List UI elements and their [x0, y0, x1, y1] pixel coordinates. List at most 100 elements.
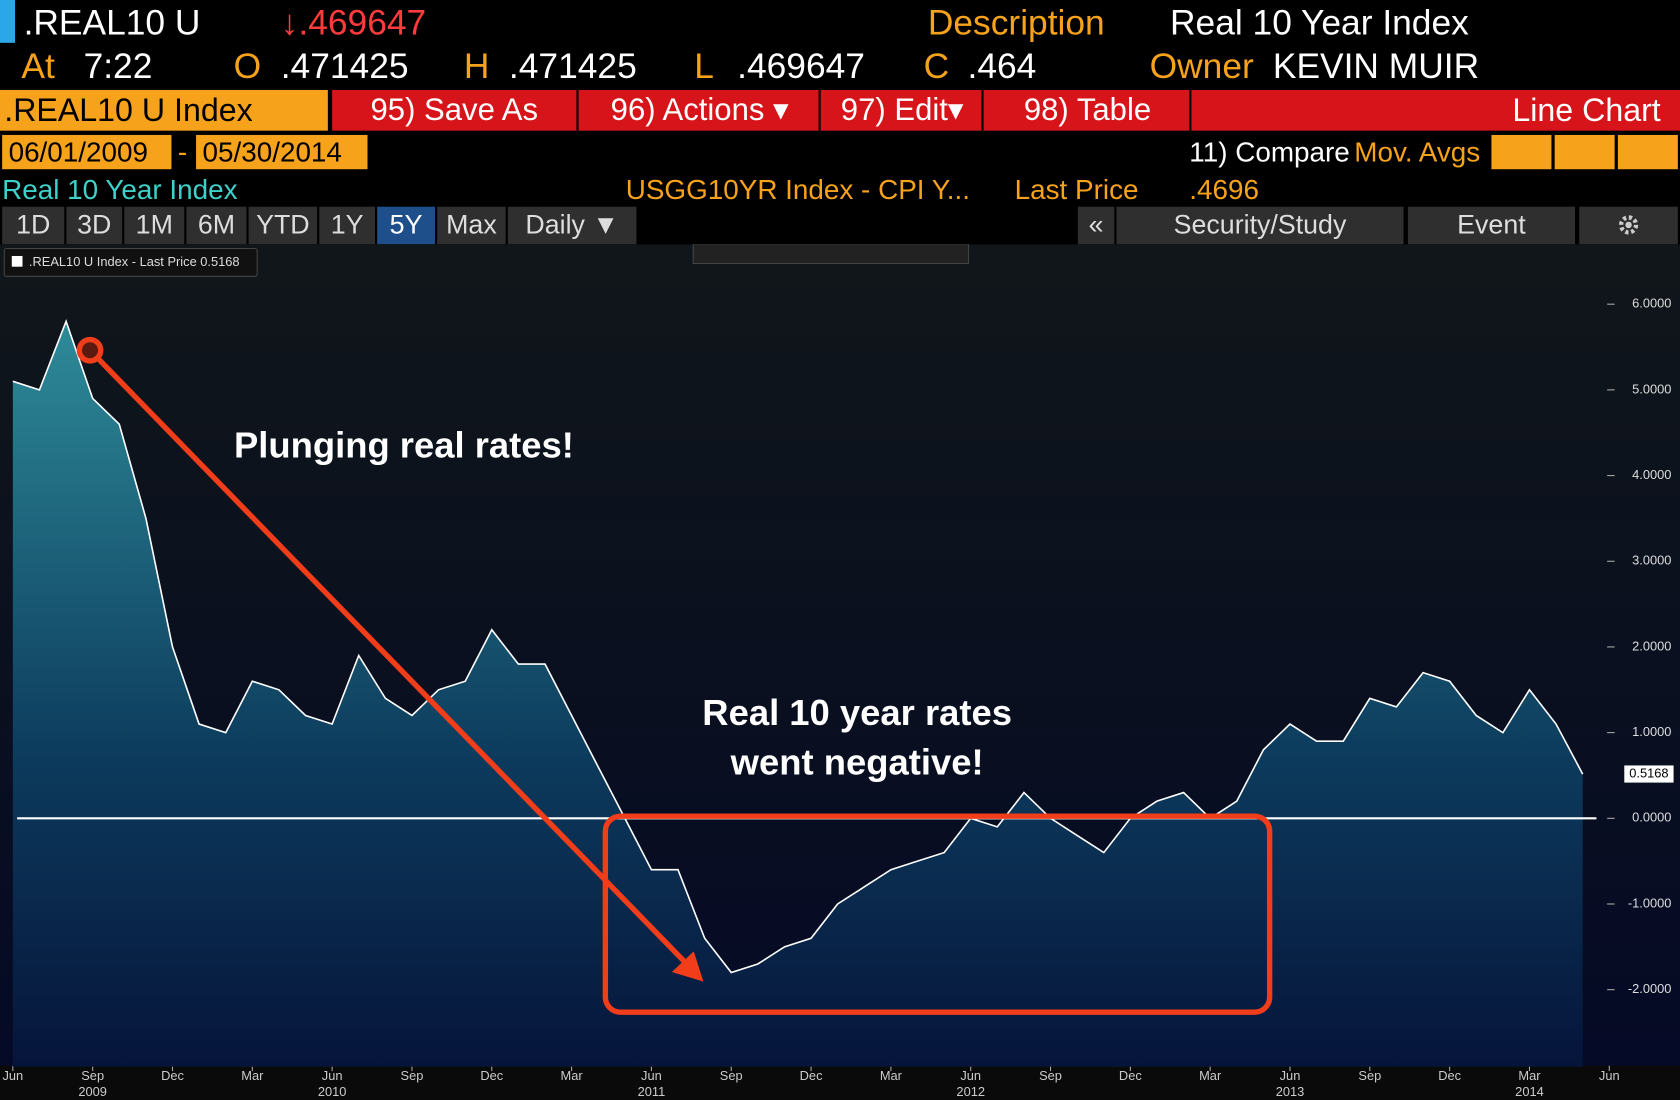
x-tick-label: Jun	[2, 1068, 23, 1083]
period-tab[interactable]: Max	[437, 206, 506, 245]
description: Real 10 Year Index	[1170, 2, 1469, 42]
x-tick-label: Dec	[800, 1068, 823, 1083]
x-tick-label: Dec	[1119, 1068, 1142, 1083]
x-tick-label: Sep	[81, 1068, 104, 1083]
x-tick-label: Mar	[1518, 1068, 1541, 1083]
period-tab[interactable]: 1Y	[319, 206, 376, 245]
close: .464	[967, 46, 1037, 86]
annotation: Plunging real rates!	[234, 424, 574, 465]
x-tick-label: Jun	[960, 1068, 981, 1083]
line	[12, 318, 1584, 974]
security: .REAL10 U Index	[4, 93, 253, 129]
year-label: 2009	[78, 1084, 107, 1099]
highlight-box	[602, 813, 1273, 1015]
mov-avgs[interactable]: Mov. Avgs	[1354, 136, 1481, 169]
x-axis-strip	[0, 1065, 1680, 1100]
y-tick-label: 4.0000	[1632, 467, 1671, 482]
x-tick-label: Sep	[720, 1068, 743, 1083]
end-date: 05/30/2014	[202, 136, 342, 169]
y-tick-label: 6.0000	[1632, 296, 1671, 311]
menu-button[interactable]: 97) Edit▾	[823, 89, 984, 131]
open-label: O	[233, 46, 262, 86]
x-tick-label: Mar	[561, 1068, 584, 1083]
description-label: Description	[927, 2, 1105, 42]
toolbar	[692, 244, 970, 265]
input-box[interactable]	[1491, 134, 1552, 170]
gear-icon	[1618, 215, 1639, 235]
year-label: 2012	[956, 1084, 985, 1099]
x-tick-label: Jun	[322, 1068, 343, 1083]
owner: KEVIN MUIR	[1272, 46, 1480, 86]
area	[12, 321, 1583, 1067]
source: USGG10YR Index - CPI Y...	[625, 173, 970, 206]
period-tab[interactable]: 1M	[124, 206, 185, 245]
arrow-origin	[76, 336, 104, 364]
last-value-box	[1624, 765, 1674, 783]
period-tab[interactable]: YTD	[248, 206, 318, 245]
x-tick-label: Mar	[1199, 1068, 1222, 1083]
open: .471425	[280, 46, 409, 86]
period-tab[interactable]: 1D	[2, 206, 65, 245]
annotations	[76, 336, 1273, 1015]
year-label: 2013	[1276, 1084, 1305, 1099]
time-label: At	[21, 46, 55, 86]
last-value-label: 0.5168	[1629, 765, 1668, 780]
x-tick-label: Sep	[1358, 1068, 1381, 1083]
frequency-tab[interactable]: Daily ▼	[507, 206, 637, 245]
x-tick-label: Dec	[480, 1068, 503, 1083]
last-price: .4696	[1189, 173, 1260, 206]
year-label: 2011	[638, 1084, 666, 1099]
menu-button[interactable]: 98) Table	[986, 89, 1192, 131]
y-tick-label: 0.0000	[1632, 810, 1671, 825]
x-tick-label: Jun	[641, 1068, 662, 1083]
x-tick-label: Jun	[1599, 1068, 1620, 1083]
start-date: 06/01/2009	[8, 136, 149, 169]
legend: .REAL10 U Index - Last Price 0.5168	[3, 247, 258, 277]
event-tab[interactable]: Event	[1407, 206, 1576, 245]
y-tick-label: 1.0000	[1632, 724, 1671, 739]
study-tab[interactable]: Security/Study	[1116, 206, 1404, 245]
low-label: L	[694, 46, 714, 86]
low: .469647	[737, 46, 865, 86]
chart: TrackAnnotateNewsZoom6.00005.00004.00003…	[0, 244, 1680, 1100]
last-trade: ↓.469647	[280, 2, 427, 42]
input-box[interactable]	[1617, 134, 1678, 170]
arrowhead	[671, 951, 704, 982]
period-tab[interactable]: 6M	[186, 206, 247, 245]
high: .471425	[508, 46, 637, 86]
time: 7:22	[83, 46, 153, 86]
y-tick-label: -1.0000	[1628, 895, 1672, 910]
legend-box	[3, 247, 258, 277]
legend-swatch	[11, 255, 23, 267]
input-box[interactable]	[1554, 134, 1615, 170]
ticker: .REAL10 U	[23, 2, 201, 42]
toolbar-box	[692, 244, 970, 265]
menu-button[interactable]: 96) Actions ▾	[581, 89, 821, 131]
series-name: Real 10 Year Index	[2, 173, 238, 206]
period-tab[interactable]: 5Y	[377, 206, 436, 245]
y-tick-label: 3.0000	[1632, 553, 1671, 568]
owner-label: Owner	[1149, 46, 1254, 86]
x-tick-label: Sep	[401, 1068, 424, 1083]
x-tick-label: Mar	[880, 1068, 903, 1083]
last-price-label: Last Price	[1014, 173, 1139, 206]
menu-button[interactable]: 95) Save As	[332, 89, 579, 131]
legend-label: .REAL10 U Index - Last Price 0.5168	[29, 254, 240, 269]
y-tick-label: 2.0000	[1632, 638, 1671, 653]
y-tick-label: 5.0000	[1632, 381, 1671, 396]
end-date-box[interactable]: 05/30/2014	[196, 134, 368, 170]
start-date-box[interactable]: 06/01/2009	[2, 134, 172, 170]
year-label: 2010	[318, 1084, 347, 1099]
x-tick-label: Dec	[161, 1068, 184, 1083]
x-tick-label: Mar	[241, 1068, 264, 1083]
period-tab[interactable]: 3D	[66, 206, 123, 245]
collapse-tab[interactable]: «	[1077, 206, 1115, 245]
ticker-marker	[0, 0, 16, 43]
compare[interactable]: 11) Compare	[1189, 136, 1350, 169]
menu-bar: Line Chart 95) Save As 96) Actions ▾ 97) E…	[332, 89, 1680, 131]
settings-tab[interactable]	[1579, 206, 1678, 245]
close-label: C	[923, 46, 950, 86]
x-tick-label: Dec	[1438, 1068, 1461, 1083]
